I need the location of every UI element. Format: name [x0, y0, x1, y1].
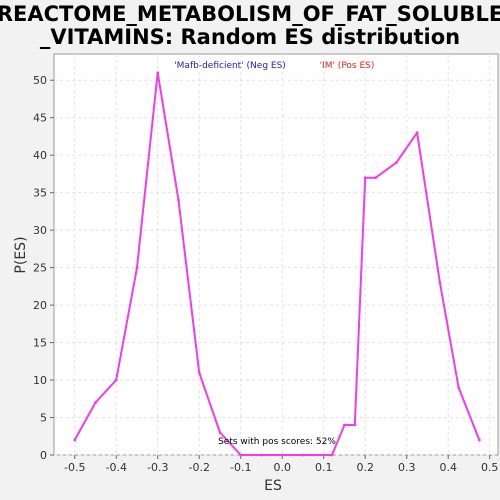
data-point — [301, 453, 305, 457]
data-point — [477, 438, 481, 442]
data-point — [218, 431, 222, 434]
x-tick-label: -0.2 — [188, 461, 209, 474]
data-point — [94, 401, 97, 404]
pos-scores-annotation: Sets with pos scores: 52% — [218, 437, 336, 447]
data-point — [197, 371, 201, 374]
x-tick-label: 0.1 — [315, 461, 333, 474]
y-tick-label: 30 — [33, 224, 47, 237]
chart-title-line-1: REACTOME_METABOLISM_OF_FAT_SOLUBLE — [0, 2, 500, 26]
x-tick-label: 0.2 — [356, 461, 374, 474]
data-point — [322, 453, 326, 457]
legend-pos-label: 'IM' (Pos ES) — [320, 61, 375, 71]
data-point — [177, 198, 180, 202]
y-tick-label: 40 — [33, 149, 47, 162]
y-tick-label: 20 — [33, 299, 47, 312]
y-tick-label: 15 — [33, 337, 47, 350]
data-point — [415, 131, 419, 135]
y-tick-label: 50 — [33, 74, 47, 87]
data-point — [135, 266, 139, 270]
x-tick-label: -0.5 — [64, 461, 85, 474]
x-tick-label: 0.0 — [273, 461, 291, 474]
y-tick-label: 10 — [33, 374, 47, 387]
series-layer — [73, 71, 481, 457]
data-point — [363, 176, 367, 180]
data-point — [457, 386, 460, 389]
data-point — [114, 378, 118, 382]
plot-area — [53, 53, 499, 456]
data-point — [343, 423, 346, 427]
data-point — [330, 453, 334, 457]
y-tick-label: 25 — [33, 262, 47, 275]
x-tick-label: -0.1 — [230, 461, 251, 474]
data-point — [394, 161, 398, 165]
y-tick-label: 35 — [33, 187, 47, 200]
data-point — [239, 453, 243, 457]
legend-neg-label: 'Mafb-deficient' (Neg ES) — [174, 61, 286, 71]
x-tick-label: -0.3 — [147, 461, 168, 474]
x-tick-label: -0.4 — [106, 461, 127, 474]
x-tick-label: 0.4 — [439, 461, 457, 474]
x-tick-label: 0.3 — [398, 461, 416, 474]
axes: -0.5 -0.4 -0.3 -0.2 -0.1 0.0 0.1 0.2 0.3 0.4 0.5 0 5… — [33, 74, 498, 474]
y-tick-label: 0 — [40, 449, 47, 462]
x-tick-label: 0.5 — [481, 461, 499, 474]
y-tick-label: 5 — [40, 412, 47, 425]
data-point — [156, 71, 160, 75]
data-point — [260, 453, 263, 457]
grid-lines — [54, 54, 498, 456]
y-tick-label: 45 — [33, 112, 47, 125]
data-point — [73, 438, 77, 442]
data-point — [353, 423, 357, 427]
x-axis-label: ES — [264, 478, 282, 494]
data-point — [438, 281, 442, 285]
y-axis-label: P(ES) — [13, 236, 29, 273]
data-point — [374, 176, 377, 180]
chart-title-line-2: _VITAMINS: Random ES distribution — [40, 25, 460, 49]
data-point — [280, 453, 284, 457]
